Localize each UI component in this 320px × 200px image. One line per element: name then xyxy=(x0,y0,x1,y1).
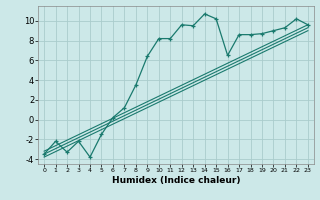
X-axis label: Humidex (Indice chaleur): Humidex (Indice chaleur) xyxy=(112,176,240,185)
